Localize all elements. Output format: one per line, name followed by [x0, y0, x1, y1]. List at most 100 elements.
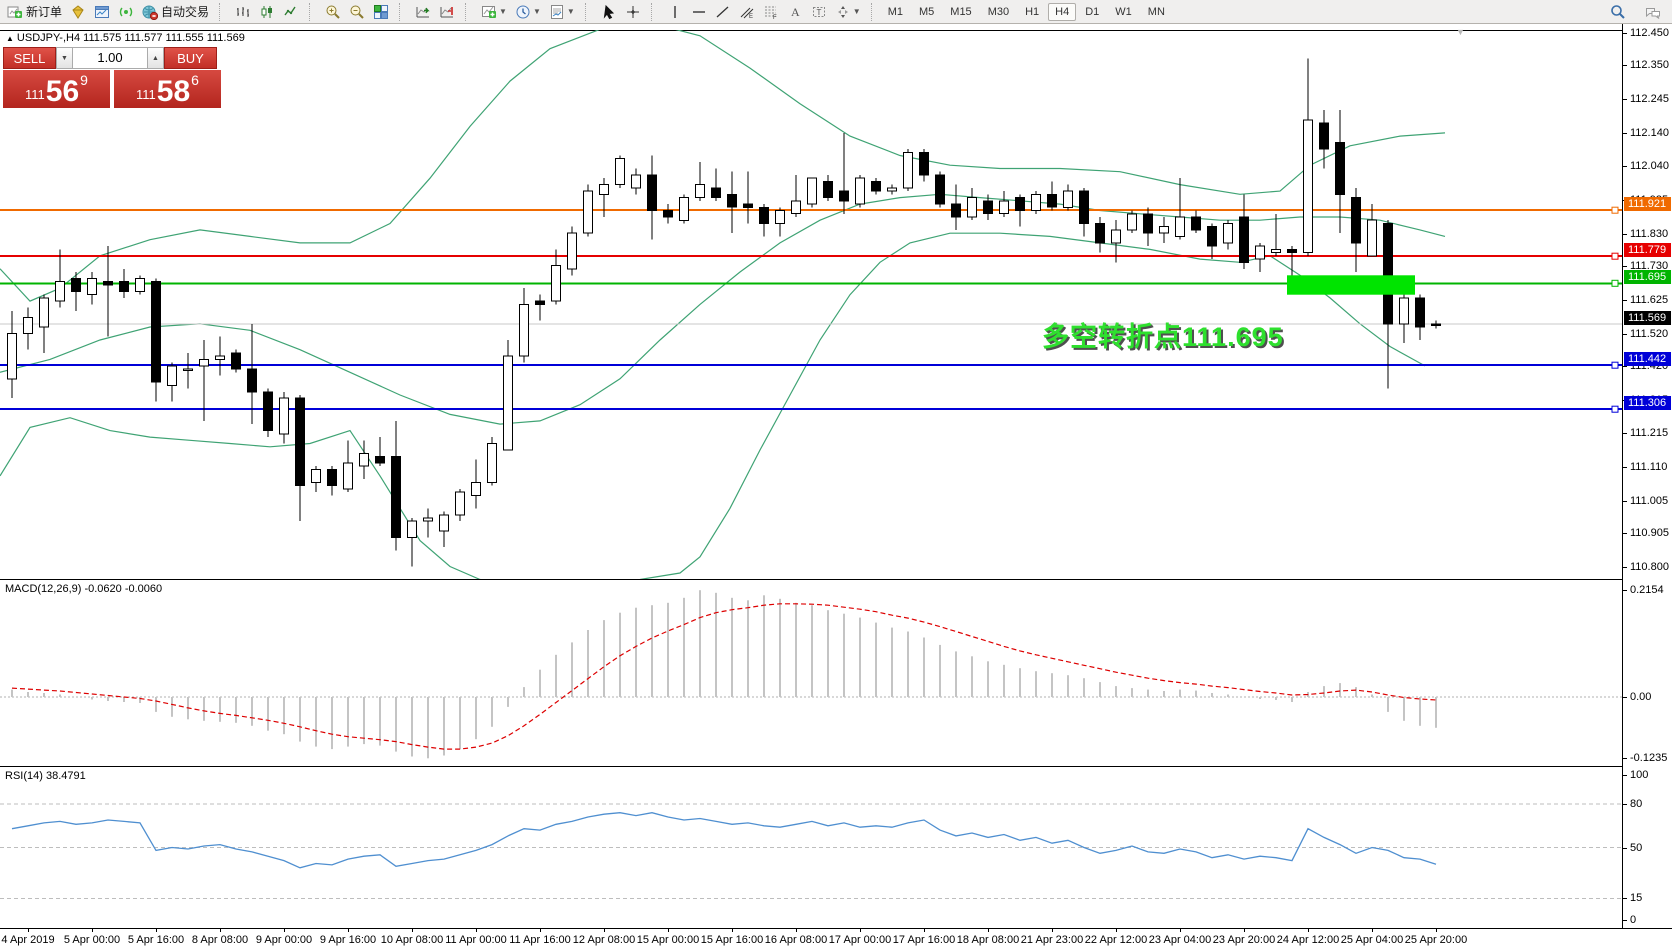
hline-handle[interactable] — [1611, 361, 1619, 369]
axis-tick-mark — [1623, 33, 1627, 34]
main-chart[interactable] — [0, 30, 1622, 579]
timeframe-button-m5[interactable]: M5 — [919, 5, 935, 18]
axis-tick-mark — [1623, 567, 1627, 568]
trendline-button[interactable] — [711, 2, 735, 22]
rsi-tick: 100 — [1630, 769, 1649, 781]
timeframe-button-m15[interactable]: M15 — [950, 5, 972, 18]
new-order-icon — [7, 4, 23, 20]
volume-increase-button[interactable]: ▲ — [147, 47, 164, 69]
chevron-down-icon[interactable]: ▼ — [499, 7, 507, 16]
bar-chart-button[interactable] — [231, 2, 255, 22]
timeframe-button-h1[interactable]: H1 — [1025, 5, 1040, 18]
candle — [1303, 119, 1313, 254]
crosshair-button[interactable] — [621, 2, 645, 22]
volume-decrease-button[interactable]: ▼ — [56, 47, 73, 69]
candle — [807, 177, 817, 205]
rsi-tick: 0 — [1630, 914, 1637, 926]
time-axis[interactable]: 4 Apr 2019 5 Apr 00:00 5 Apr 16:00 8 Apr 08… — [0, 929, 1672, 947]
label-button[interactable]: T — [807, 2, 831, 22]
text-button[interactable]: A — [783, 2, 807, 22]
candlestick-button[interactable] — [255, 2, 279, 22]
signals-button[interactable] — [114, 2, 138, 22]
chevron-down-icon[interactable]: ▼ — [532, 7, 541, 16]
tile-windows-button[interactable] — [369, 2, 393, 22]
candle — [759, 206, 769, 225]
new-order-button[interactable]: 新订单 — [3, 2, 66, 22]
candle — [343, 462, 353, 490]
hline-handle[interactable] — [1611, 252, 1619, 260]
channel-button[interactable]: E — [735, 2, 759, 22]
pane-separator-macd[interactable] — [0, 579, 1672, 580]
line-chart-button[interactable] — [279, 2, 303, 22]
candle — [55, 281, 65, 302]
indicators-button[interactable]: ▼ — [477, 2, 511, 22]
zoom-in-button[interactable] — [321, 2, 345, 22]
auto-scroll-button[interactable] — [411, 2, 435, 22]
toolbar-right — [1606, 0, 1666, 24]
candle — [1287, 248, 1297, 254]
hline-handle[interactable] — [1611, 405, 1619, 413]
chart-shift-button[interactable] — [435, 2, 459, 22]
buy-price-display[interactable]: 111 58 6 — [114, 70, 221, 108]
collapse-panel-icon[interactable]: ▲ — [6, 34, 14, 43]
candle — [1223, 223, 1233, 244]
chevron-down-icon[interactable]: ▼ — [566, 7, 575, 16]
arrows-button[interactable]: ▼ — [831, 2, 865, 22]
candle — [999, 200, 1009, 215]
sell-price-display[interactable]: 111 56 9 — [3, 70, 110, 108]
template-button[interactable]: ▼ — [545, 2, 579, 22]
rsi-panel-chart[interactable] — [0, 767, 1622, 928]
timeframe-button-m30[interactable]: M30 — [987, 5, 1010, 18]
timeframe-button-d1[interactable]: D1 — [1085, 5, 1100, 18]
axis-tick-mark — [1623, 99, 1627, 101]
toolbar-separator — [465, 2, 471, 21]
axis-tick-mark — [1623, 920, 1627, 921]
hline-handle[interactable] — [1611, 206, 1619, 214]
time-label: 11 Apr 16:00 — [509, 934, 571, 946]
timeframe-button-mn[interactable]: MN — [1147, 5, 1165, 18]
candle — [951, 203, 961, 218]
axis-tick-mark — [1623, 758, 1627, 760]
price-tick: 111.830 — [1630, 227, 1669, 240]
candle — [1351, 197, 1361, 244]
chart-window-button[interactable] — [90, 2, 114, 22]
toolbar-group — [408, 0, 462, 24]
price-tick: 112.450 — [1630, 27, 1669, 39]
chevron-down-icon[interactable]: ▼ — [852, 7, 861, 16]
chat-button[interactable] — [1640, 2, 1666, 22]
search-button[interactable] — [1606, 2, 1630, 22]
green-rectangle-object[interactable] — [1287, 275, 1415, 295]
time-label: 17 Apr 16:00 — [892, 934, 956, 946]
candle — [1367, 219, 1377, 257]
cursor-button[interactable] — [597, 2, 621, 22]
chart-area[interactable]: ▲ USDJPY-,H4 111.575 111.577 111.555 111.… — [0, 24, 1672, 947]
hline-button[interactable] — [687, 2, 711, 22]
time-tick-mark — [988, 929, 989, 932]
candle — [983, 200, 993, 215]
timeframe-button-m1[interactable]: M1 — [887, 5, 903, 18]
price-axis[interactable]: 112.450 112.350 112.245 112.140 112.040 111.9… — [1623, 24, 1672, 928]
zoom-out-button[interactable] — [345, 2, 369, 22]
candle — [1031, 193, 1041, 212]
symbols-button[interactable] — [66, 2, 90, 22]
zoom-out-icon — [349, 4, 365, 20]
buy-button[interactable]: BUY — [164, 47, 217, 69]
autotrade-button[interactable]: 自动交易 — [138, 2, 213, 22]
timeframe-button-h4[interactable]: H4 — [1048, 2, 1077, 21]
macd-tick: 0.00 — [1630, 691, 1652, 703]
periods-button[interactable]: ▼ — [511, 2, 545, 22]
hline-handle[interactable] — [1611, 279, 1619, 287]
candle — [151, 281, 161, 383]
candle — [279, 397, 289, 435]
volume-input[interactable]: 1.00 — [73, 47, 147, 69]
arrows-icon — [835, 4, 851, 20]
timeframe-toolbar: M1 M5 M15 M30 H1 H4 D1 W1 MN — [880, 2, 1173, 21]
vline-button[interactable] — [663, 2, 687, 22]
macd-panel-chart[interactable] — [0, 580, 1622, 766]
time-tick-mark — [540, 929, 541, 932]
fibonacci-button[interactable]: F — [759, 2, 783, 22]
pane-separator-rsi[interactable] — [0, 766, 1672, 767]
timeframe-button-w1[interactable]: W1 — [1115, 5, 1132, 18]
axis-tick-mark — [1623, 133, 1627, 135]
sell-button[interactable]: SELL — [3, 47, 56, 69]
